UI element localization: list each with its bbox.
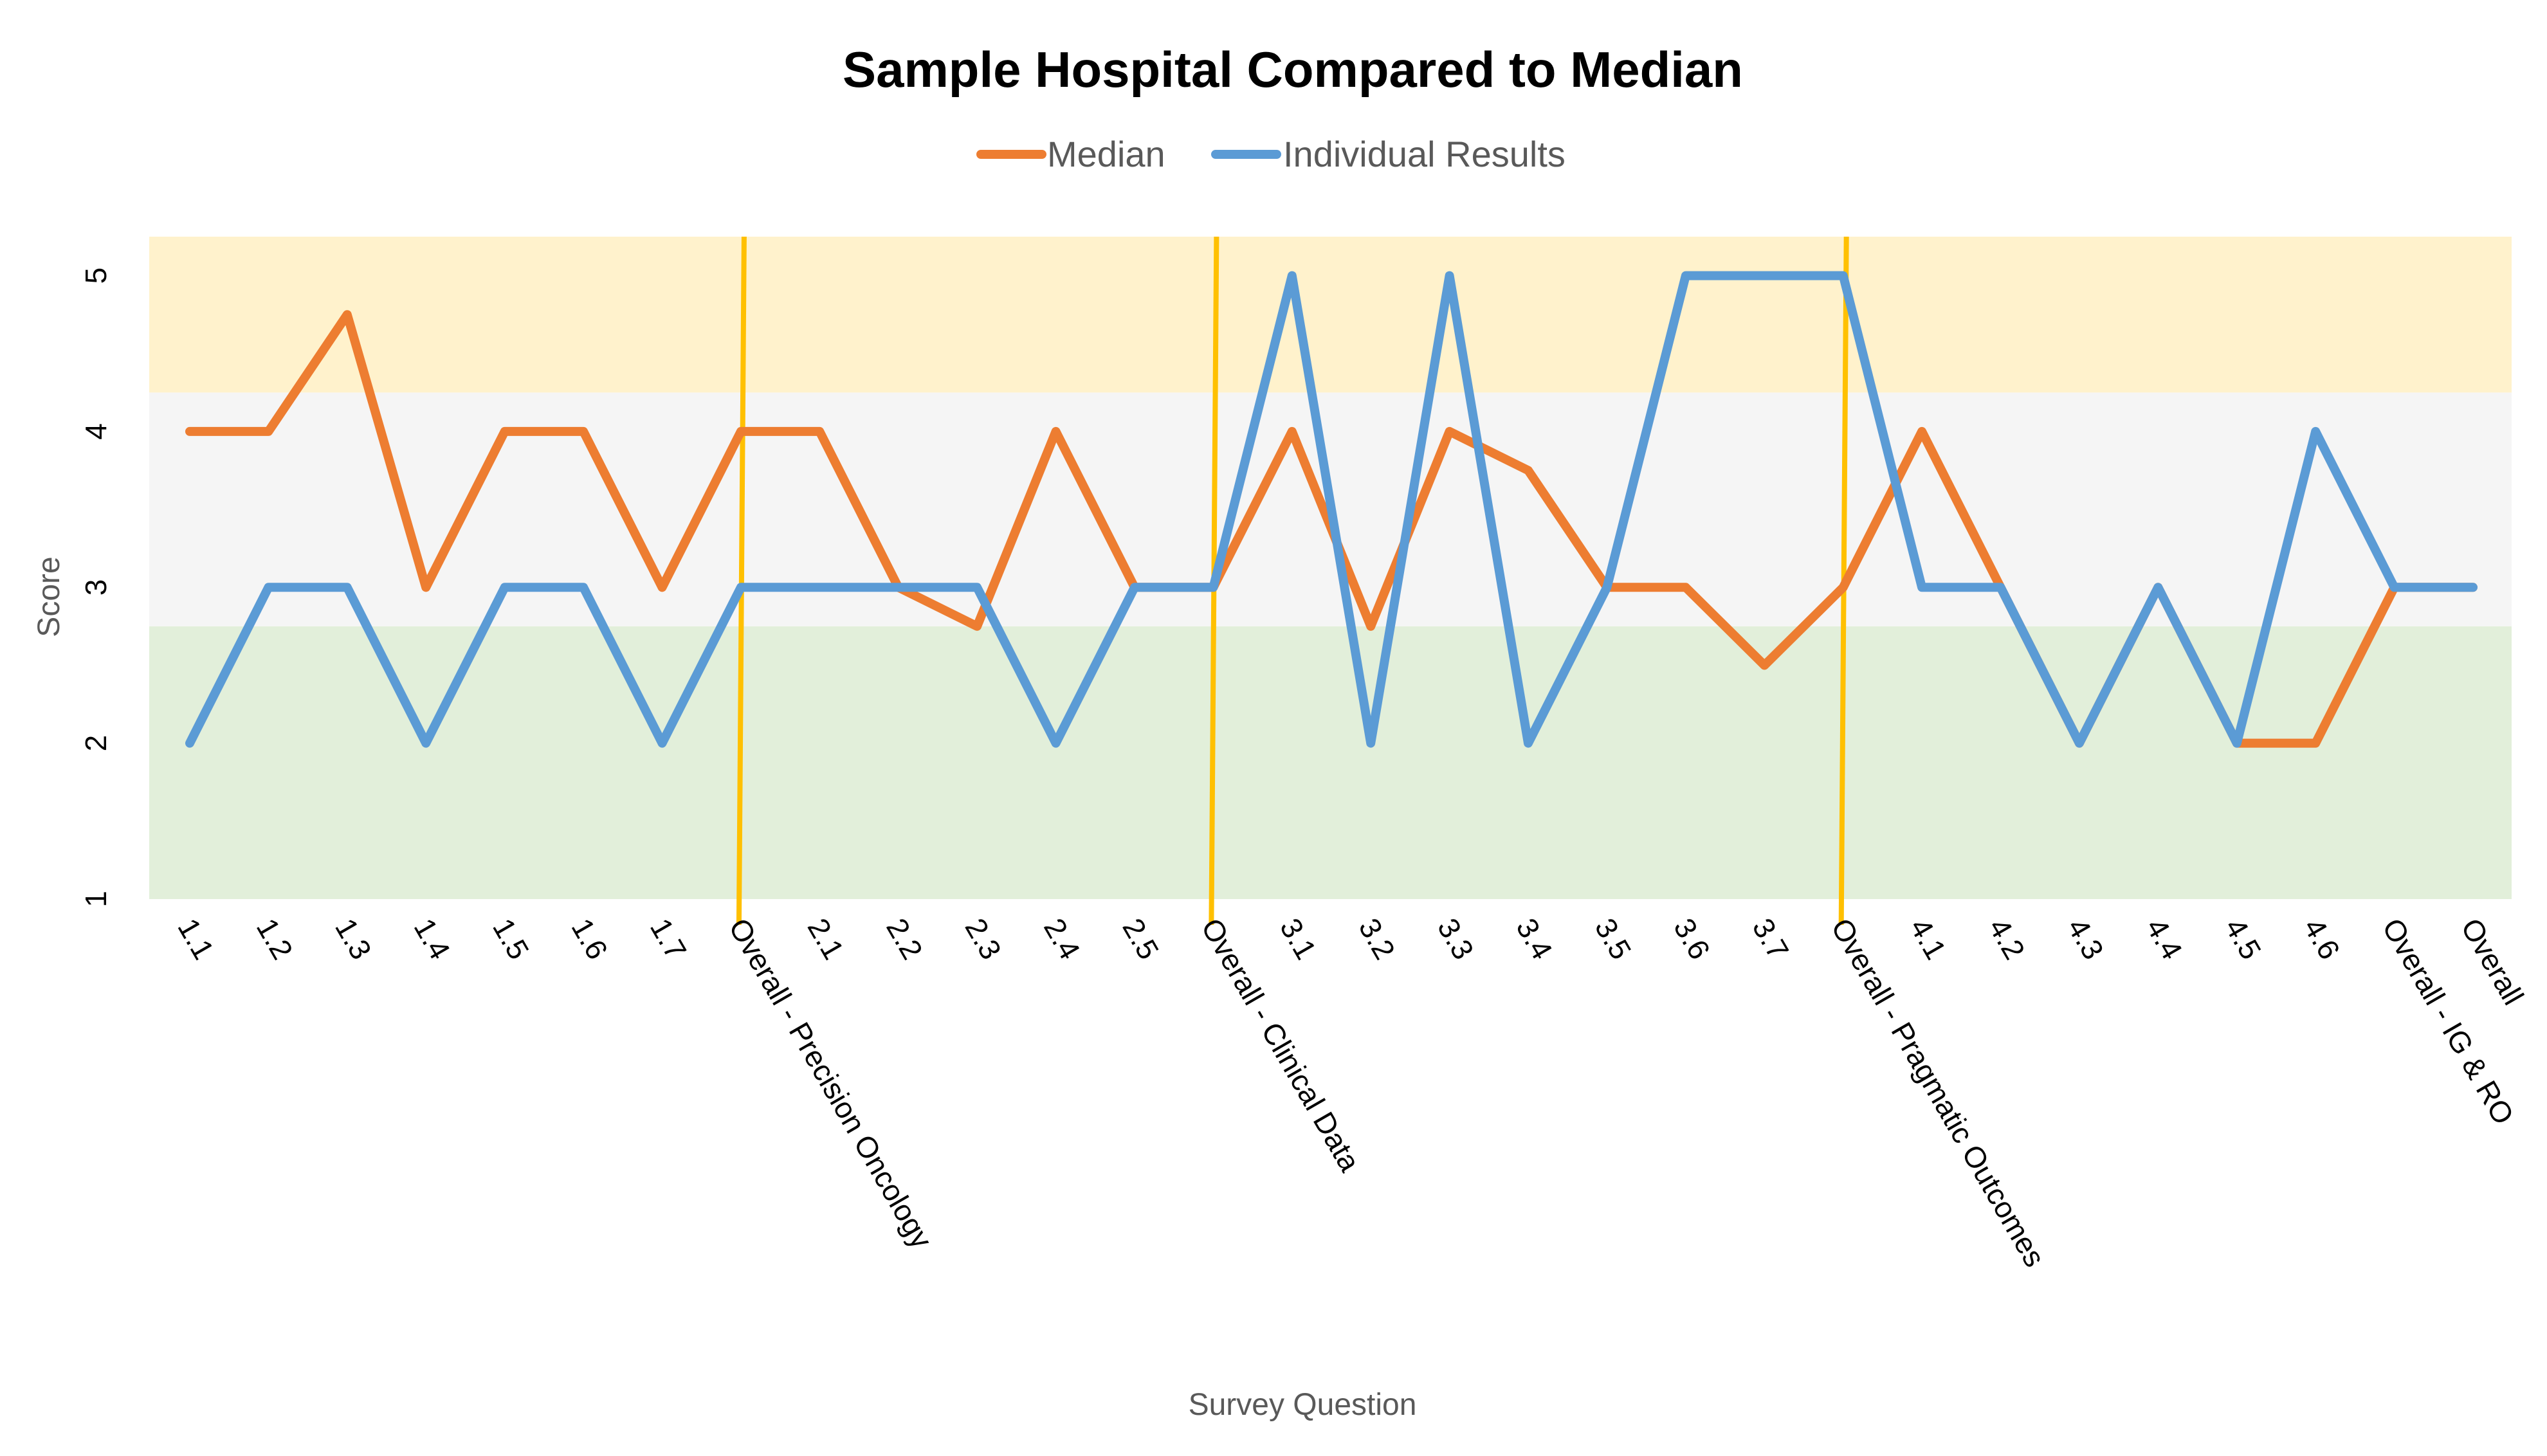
y-axis-ticks: 1 2 3 4 5 <box>79 268 113 907</box>
score-band-0 <box>149 626 2512 899</box>
x-tick-3-7: 3.7 <box>1746 913 1796 965</box>
x-tick-3-3: 3.3 <box>1431 913 1481 965</box>
x-tick-4-6: 4.6 <box>2297 913 2347 965</box>
x-tick-3-6: 3.6 <box>1667 913 1717 965</box>
y-axis-title: Score <box>32 556 66 637</box>
x-tick-1-3: 1.3 <box>329 913 378 965</box>
x-tick-1-5: 1.5 <box>486 913 536 965</box>
chart-title: Sample Hospital Compared to Median <box>843 41 1743 98</box>
x-tick-4-5: 4.5 <box>2218 913 2268 965</box>
x-tick-overall: Overall <box>2454 913 2530 1010</box>
y-tick-5: 5 <box>79 268 113 284</box>
y-tick-4: 4 <box>79 423 113 440</box>
x-tick-overall-clinical-data: Overall - Clinical Data <box>1195 913 1367 1178</box>
y-tick-2: 2 <box>79 735 113 752</box>
x-tick-1-7: 1.7 <box>644 913 693 965</box>
x-axis-ticks: 1.1 1.2 1.3 1.4 1.5 1.6 1.7 Overall - Precision… <box>171 913 2530 1273</box>
series-lines <box>185 271 2478 748</box>
x-tick-1-2: 1.2 <box>250 913 300 965</box>
x-tick-2-4: 2.4 <box>1037 913 1087 965</box>
x-tick-4-3: 4.3 <box>2061 913 2110 965</box>
x-tick-2-3: 2.3 <box>958 913 1008 965</box>
x-tick-3-5: 3.5 <box>1589 913 1638 965</box>
legend-label-median: Median <box>1047 134 1165 174</box>
x-tick-1-1: 1.1 <box>171 913 221 965</box>
x-tick-overall-precision-oncology: Overall - Precision Oncology <box>722 913 938 1254</box>
section-divider-0 <box>736 236 747 925</box>
x-tick-2-2: 2.2 <box>880 913 929 965</box>
x-tick-1-4: 1.4 <box>408 913 457 965</box>
x-tick-1-6: 1.6 <box>565 913 614 965</box>
legend: Median Individual Results <box>976 134 1566 174</box>
x-tick-3-4: 3.4 <box>1510 913 1559 965</box>
x-tick-3-2: 3.2 <box>1353 913 1402 965</box>
legend-label-individual-results: Individual Results <box>1283 134 1566 174</box>
x-tick-2-1: 2.1 <box>801 913 851 965</box>
y-tick-3: 3 <box>79 579 113 596</box>
x-tick-4-1: 4.1 <box>1903 913 1953 965</box>
score-band-2 <box>149 237 2512 393</box>
x-tick-2-5: 2.5 <box>1116 913 1165 965</box>
y-tick-1: 1 <box>79 891 113 907</box>
score-bands <box>149 237 2512 899</box>
x-tick-4-2: 4.2 <box>1982 913 2032 965</box>
series-line-individual-results <box>185 271 2478 748</box>
x-tick-3-1: 3.1 <box>1274 913 1323 965</box>
x-tick-4-4: 4.4 <box>2140 913 2189 965</box>
x-tick-overall-pragmatic-outcomes: Overall - Pragmatic Outcomes <box>1825 913 2052 1273</box>
x-axis-title: Survey Question <box>1189 1388 1417 1422</box>
